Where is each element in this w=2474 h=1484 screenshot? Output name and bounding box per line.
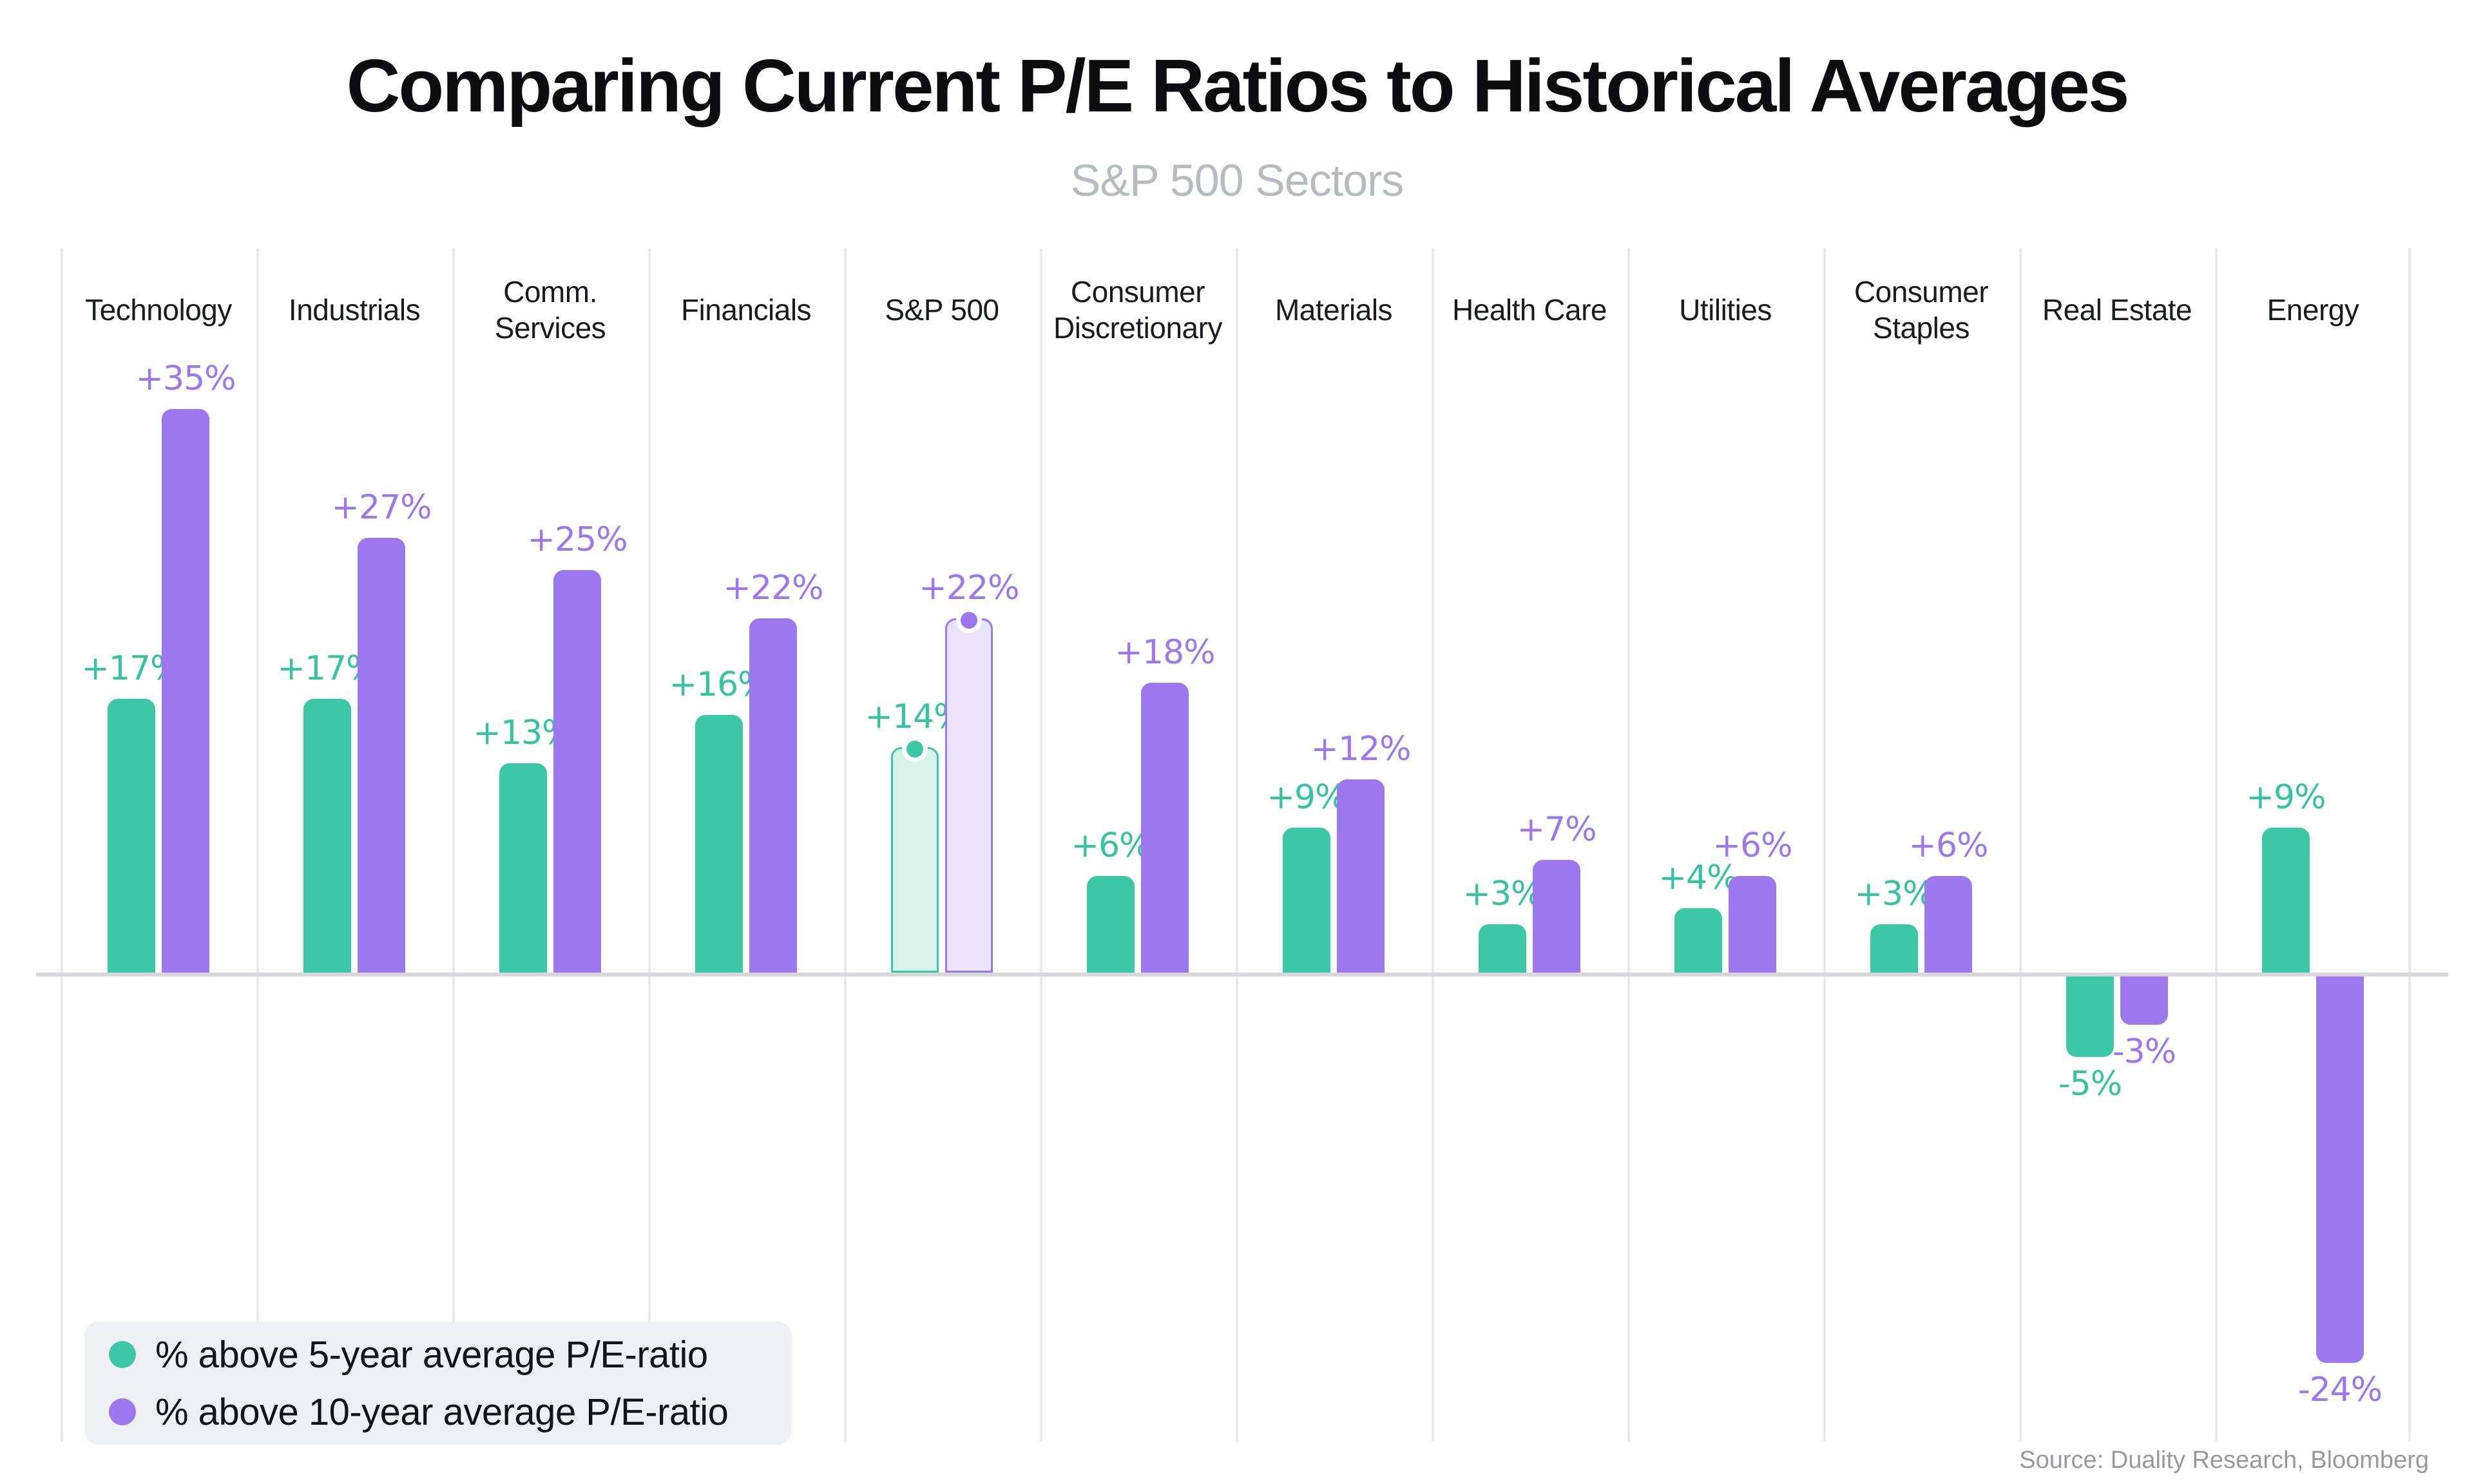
category-column: Industrials +17% +27% (256, 248, 452, 1441)
column-gridline (844, 248, 847, 1441)
sector-label: Consumer Staples (1854, 274, 1989, 345)
category-column: S&P 500 +14% +22% (844, 248, 1040, 1441)
column-gridline (2408, 248, 2411, 1441)
value-label-10yr: +22% (919, 569, 1019, 607)
bar-5yr (303, 699, 351, 973)
bar-10yr (162, 409, 209, 973)
value-label-10yr: +12% (1310, 730, 1411, 768)
value-label-5yr: +3% (1462, 875, 1542, 913)
value-label-5yr: +3% (1854, 875, 1934, 913)
bar-10yr (945, 607, 993, 973)
column-gridline (1823, 248, 1826, 1441)
value-label-10yr: +18% (1115, 633, 1215, 672)
column-gridline (1236, 248, 1238, 1441)
legend-label: % above 10-year average P/E-ratio (155, 1391, 729, 1433)
bar-5yr (499, 763, 547, 973)
value-label-10yr: +25% (527, 520, 628, 559)
column-gridline (1627, 248, 1630, 1441)
category-column: Comm. Services +13% +25% (452, 248, 648, 1441)
sector-label: Comm. Services (494, 274, 606, 345)
bar-10yr (1141, 683, 1189, 973)
sector-label: Financials (680, 292, 812, 327)
bar-5yr (108, 699, 155, 973)
column-gridline (452, 248, 455, 1441)
value-label-10yr: +27% (331, 488, 432, 527)
green-dot-icon (109, 1341, 136, 1368)
bar-5yr (891, 736, 939, 973)
category-column: Consumer Discretionary +6% +18% (1040, 248, 1236, 1441)
category-column: Materials +9% +12% (1236, 248, 1432, 1441)
value-label-10yr: +22% (723, 569, 823, 607)
bar-10yr (358, 538, 405, 973)
legend-item-10yr: % above 10-year average P/E-ratio (109, 1391, 792, 1434)
plot-area: Technology +17% +35% Industrials +17% +27% Com… (61, 248, 2411, 1441)
sector-label: S&P 500 (885, 292, 999, 327)
bar-10yr (2316, 976, 2364, 1363)
bar-10yr (2120, 976, 2168, 1025)
legend-item-5yr: % above 5-year average P/E-ratio (109, 1333, 792, 1376)
bar-5yr (695, 715, 743, 973)
source-note: Source: Duality Research, Bloomberg (2019, 1447, 2429, 1474)
sector-label: Real Estate (2042, 292, 2192, 327)
chart-subtitle: S&P 500 Sectors (1070, 155, 1405, 205)
bar-5yr (1087, 876, 1135, 973)
value-label-10yr: +6% (1908, 826, 1988, 865)
sector-label: Materials (1274, 292, 1393, 327)
value-label-5yr: +9% (2246, 778, 2326, 817)
value-label-10yr: +7% (1517, 810, 1597, 849)
highlight-dot-icon (902, 736, 928, 762)
value-label-5yr: +4% (1658, 859, 1738, 897)
value-label-10yr: +6% (1712, 826, 1792, 865)
column-gridline (648, 248, 651, 1441)
bar-10yr (1533, 860, 1580, 973)
bar-5yr (2262, 828, 2310, 973)
category-column: Consumer Staples +3% +6% (1823, 248, 2019, 1441)
value-label-5yr: +6% (1071, 826, 1151, 865)
category-column: Financials +16% +22% (648, 248, 844, 1441)
legend: % above 5-year average P/E-ratio % above… (84, 1322, 792, 1445)
category-column: Real Estate -5% -3% (2019, 248, 2215, 1441)
bar-10yr (553, 570, 601, 973)
column-gridline (61, 248, 63, 1441)
bar-5yr (1283, 828, 1330, 973)
category-column: Health Care +3% +7% (1432, 248, 1627, 1441)
legend-label: % above 5-year average P/E-ratio (155, 1333, 708, 1376)
sector-label: Utilities (1679, 292, 1772, 327)
chart-title: Comparing Current P/E Ratios to Historic… (346, 44, 2130, 128)
bar-5yr (1674, 908, 1722, 973)
bar-5yr (2066, 976, 2114, 1057)
purple-dot-icon (109, 1398, 136, 1425)
category-column: Technology +17% +35% (61, 248, 256, 1441)
sector-label: Technology (85, 292, 232, 327)
bar-5yr (1479, 924, 1526, 973)
column-gridline (2019, 248, 2022, 1441)
highlight-dot-icon (956, 607, 982, 633)
bar-10yr (1924, 876, 1972, 973)
sector-label: Health Care (1452, 292, 1607, 327)
category-column: Utilities +4% +6% (1627, 248, 1823, 1441)
bar-10yr (749, 618, 797, 973)
column-gridline (2215, 248, 2218, 1441)
value-label-10yr: -3% (2112, 1032, 2176, 1071)
sector-label: Energy (2267, 292, 2359, 327)
value-label-10yr: -24% (2297, 1371, 2383, 1409)
sector-label: Consumer Discretionary (1053, 274, 1222, 345)
bar-5yr (1870, 924, 1918, 973)
zero-baseline (36, 973, 2448, 976)
bar-10yr (1729, 876, 1776, 973)
sector-label: Industrials (288, 292, 421, 327)
column-gridline (256, 248, 259, 1441)
column-gridline (1040, 248, 1042, 1441)
column-gridline (1432, 248, 1434, 1441)
value-label-5yr: -5% (2058, 1065, 2122, 1103)
bar-10yr (1337, 779, 1385, 973)
category-column: Energy +9% -24% (2215, 248, 2411, 1441)
value-label-10yr: +35% (135, 359, 236, 398)
value-label-5yr: +9% (1267, 778, 1347, 817)
